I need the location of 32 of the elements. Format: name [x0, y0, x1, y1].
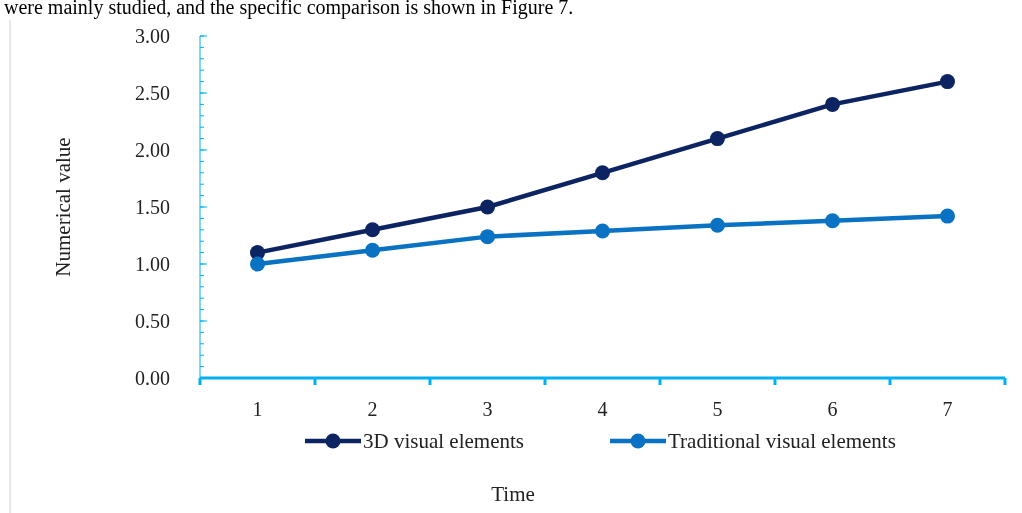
point [480, 229, 495, 245]
x-axis-title: Time [491, 482, 535, 506]
point [595, 165, 610, 181]
x-tick-label: 3 [482, 398, 493, 420]
point [940, 74, 955, 90]
point [825, 96, 840, 112]
y-axis-title: Numerical value [51, 137, 75, 277]
x-tick-label: 5 [712, 398, 723, 420]
y-tick-label: 3.00 [135, 25, 170, 47]
y-tick-label: 1.50 [135, 196, 170, 218]
x-tick-label: 7 [942, 398, 953, 420]
point [250, 256, 265, 272]
y-tick-label: 2.00 [135, 139, 170, 161]
legend-label: Traditional visual elements [668, 429, 896, 454]
point [940, 208, 955, 224]
legend-label: 3D visual elements [363, 429, 524, 454]
x-tick-label: 1 [252, 398, 263, 420]
point [710, 131, 725, 147]
x-tick-label: 4 [597, 398, 608, 420]
y-tick-label: 1.00 [135, 253, 170, 275]
point [825, 213, 840, 229]
y-tick-label: 2.50 [135, 82, 170, 104]
point [480, 199, 495, 215]
point [595, 223, 610, 239]
point [365, 222, 380, 238]
x-tick-label: 6 [827, 398, 838, 420]
y-tick-label: 0.50 [135, 310, 170, 332]
y-tick-label: 0.00 [135, 367, 170, 389]
x-tick-label: 2 [367, 398, 378, 420]
text: were mainly studied, and the specific comparison is shown in Figure 7. [4, 0, 574, 19]
point [710, 217, 725, 233]
point [365, 242, 380, 258]
